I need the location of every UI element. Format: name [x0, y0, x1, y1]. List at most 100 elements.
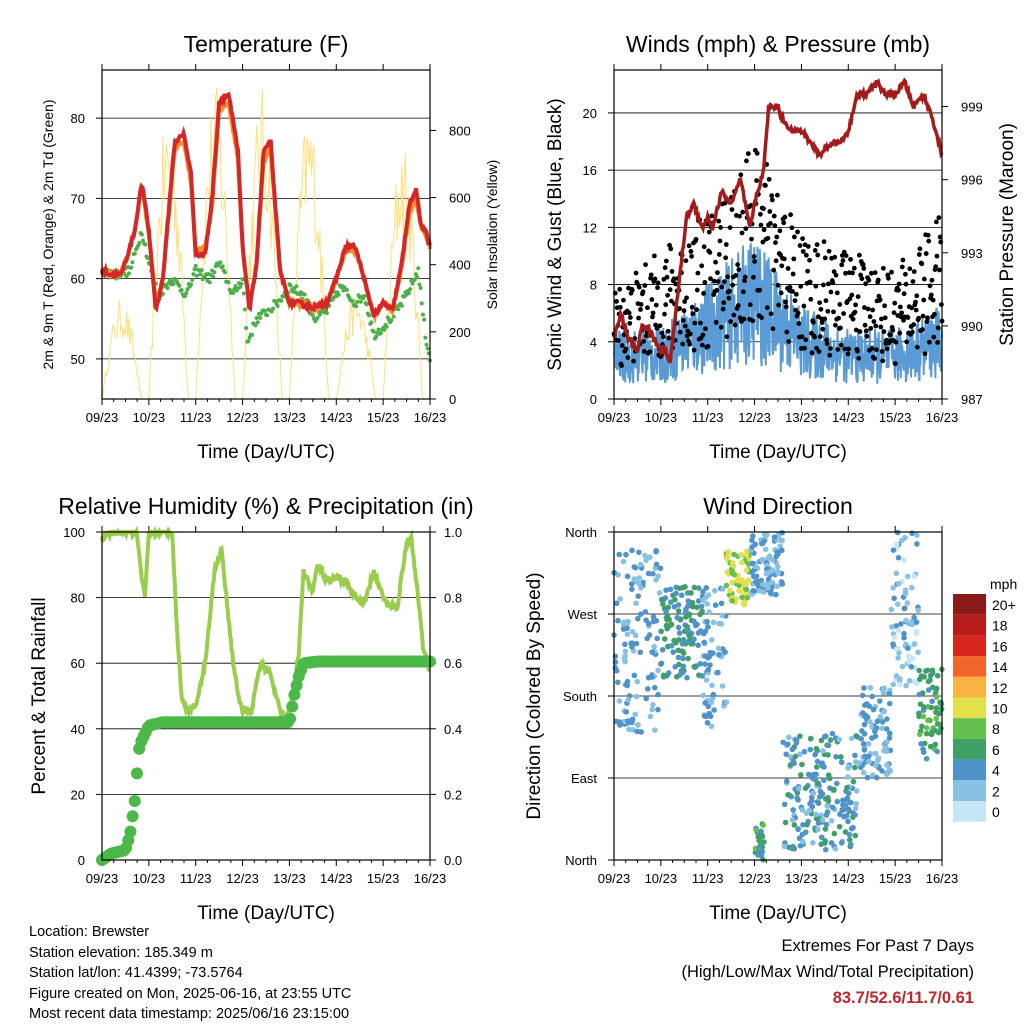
- direction-point: [674, 614, 681, 621]
- direction-point: [925, 687, 932, 693]
- direction-point: [933, 705, 940, 711]
- gust-point: [715, 270, 720, 276]
- direction-point: [612, 653, 619, 660]
- gust-point: [857, 329, 863, 335]
- gust-point: [822, 316, 828, 322]
- extremes-values: 83.7/52.6/11.7/0.61: [832, 989, 974, 1007]
- direction-point: [651, 643, 657, 650]
- legend-swatch: [953, 801, 986, 822]
- y2-tick-label: 993: [961, 246, 983, 261]
- direction-point: [710, 691, 717, 698]
- gust-point: [797, 243, 803, 248]
- dewpoint-point: [376, 327, 381, 332]
- direction-point: [884, 771, 890, 778]
- gust-point: [684, 295, 689, 301]
- direction-point: [789, 817, 796, 823]
- gust-point: [838, 342, 844, 348]
- dewpoint-point: [231, 291, 236, 296]
- direction-point: [860, 741, 867, 747]
- gust-point: [692, 320, 698, 326]
- direction-point: [668, 642, 675, 649]
- direction-point: [672, 596, 678, 603]
- direction-point: [629, 547, 635, 554]
- direction-point: [739, 594, 745, 601]
- direction-point: [869, 693, 875, 700]
- direction-point: [767, 590, 774, 596]
- y-tick-label: 60: [71, 656, 85, 671]
- gust-point: [792, 298, 798, 304]
- direction-point: [859, 728, 865, 734]
- gust-point: [833, 272, 839, 278]
- direction-point: [704, 601, 711, 607]
- direction-point: [684, 674, 690, 681]
- direction-point: [739, 577, 745, 584]
- direction-point: [719, 683, 726, 689]
- dewpoint-point: [396, 307, 401, 312]
- legend-label: 10: [992, 701, 1008, 717]
- gust-point: [652, 276, 658, 282]
- gust-point: [879, 349, 885, 354]
- gust-point: [640, 289, 646, 295]
- y-axis-label: Percent & Total Rainfall: [29, 597, 50, 794]
- direction-point: [743, 567, 750, 574]
- gust-point: [677, 329, 683, 335]
- direction-point: [655, 691, 661, 698]
- direction-point: [846, 837, 853, 843]
- gust-point: [881, 329, 887, 335]
- gust-point: [897, 330, 903, 336]
- gust-point: [822, 255, 828, 261]
- y2-tick-label: 987: [961, 392, 983, 407]
- direction-point: [852, 752, 858, 759]
- gust-point: [866, 277, 872, 283]
- direction-point: [938, 725, 944, 732]
- direction-point: [650, 701, 656, 708]
- x-axis-label: Time (Day/UTC): [197, 442, 335, 463]
- gust-point: [803, 337, 809, 343]
- gust-point: [880, 358, 886, 364]
- gust-point: [634, 281, 640, 286]
- gust-point: [653, 302, 659, 308]
- direction-point: [860, 769, 867, 776]
- gust-point: [694, 307, 700, 313]
- direction-point: [703, 585, 710, 591]
- direction-point: [691, 618, 697, 625]
- direction-point: [720, 586, 726, 592]
- gust-point: [792, 234, 797, 240]
- direction-point: [893, 646, 900, 652]
- gust-point: [937, 234, 943, 240]
- x-tick-label: 15/23: [367, 871, 400, 886]
- legend-swatch: [953, 697, 986, 719]
- direction-point: [813, 811, 819, 818]
- x-tick-label: 16/23: [414, 410, 447, 425]
- direction-point: [642, 609, 649, 615]
- gust-point: [723, 242, 729, 247]
- dewpoint-point: [218, 260, 223, 265]
- gust-point: [721, 279, 727, 285]
- dewpoint-point: [384, 324, 389, 329]
- gust-point: [848, 256, 853, 262]
- direction-point: [775, 570, 781, 576]
- x-tick-label: 12/23: [226, 410, 259, 425]
- gust-point: [909, 329, 915, 335]
- x-tick-label: 10/23: [645, 871, 678, 886]
- direction-point: [883, 748, 890, 755]
- y-tick-label: East: [571, 771, 597, 786]
- direction-point: [625, 718, 631, 724]
- gust-point: [783, 299, 788, 305]
- gust-point: [911, 269, 917, 275]
- gust-point: [897, 304, 903, 310]
- direction-point: [858, 736, 865, 742]
- direction-point: [783, 778, 790, 784]
- direction-point: [901, 634, 907, 641]
- direction-point: [780, 739, 786, 746]
- gust-point: [784, 329, 790, 335]
- direction-point: [651, 684, 658, 691]
- dewpoint-point: [184, 290, 189, 295]
- direction-point: [929, 667, 936, 674]
- x-tick-label: 13/23: [273, 871, 306, 886]
- direction-point: [895, 655, 901, 661]
- x-tick-label: 12/23: [738, 871, 771, 886]
- direction-point: [914, 680, 920, 687]
- gust-point: [750, 318, 756, 324]
- direction-point: [862, 753, 868, 760]
